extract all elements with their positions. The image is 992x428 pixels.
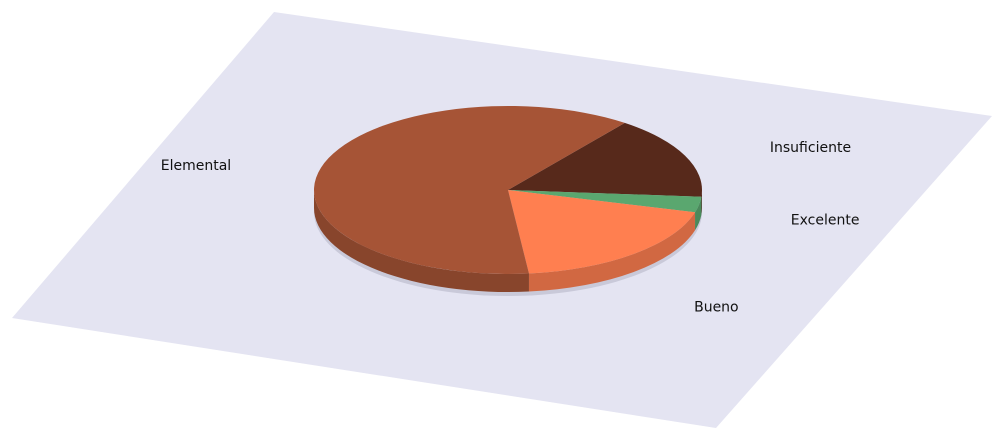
slice-label-elemental: Elemental <box>161 158 231 174</box>
pie-slice-side-insuficiente <box>701 190 702 215</box>
pie-slice-side-elemental <box>314 190 529 292</box>
slice-label-bueno: Bueno <box>694 300 739 316</box>
slice-labels: Insuficiente Excelente Bueno Elemental <box>161 140 860 316</box>
pie-slice-insuficiente <box>508 122 703 197</box>
pie-slice-side-bueno <box>528 212 696 292</box>
pie-slice-excelente <box>508 190 702 213</box>
pie-slice-side-excelente <box>695 196 702 231</box>
pie-slice-bueno <box>508 190 696 274</box>
slice-label-excelente: Excelente <box>791 213 860 229</box>
pie-slices <box>313 105 703 275</box>
slice-label-insuficiente: Insuficiente <box>770 140 851 156</box>
pie-slice-elemental <box>313 105 625 275</box>
